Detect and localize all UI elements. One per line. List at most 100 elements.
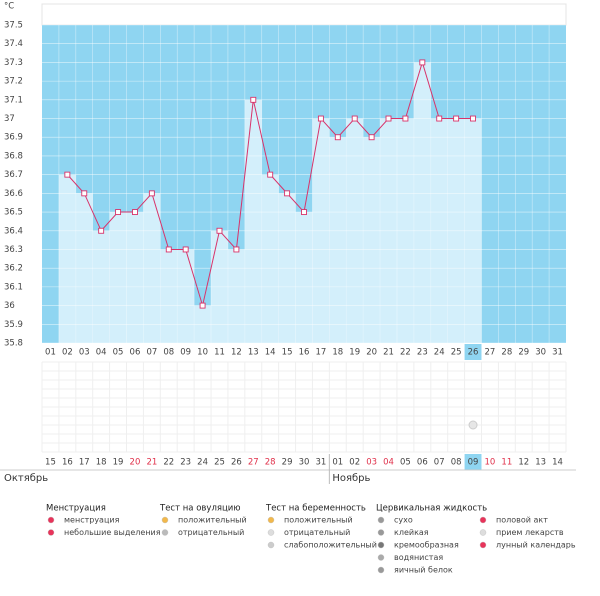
y-tick-label: 35.9 [4,320,23,330]
point [64,171,71,178]
point [267,171,274,178]
legend-item: половой акт [496,516,548,525]
legend-icon [267,516,275,524]
cycle-day: 04 [96,348,107,358]
legend-icon [479,516,487,524]
date: 26 [231,458,242,468]
y-tick-label: 36.3 [4,245,23,255]
bar [329,137,347,343]
legend-title: Тест на беременность [265,504,366,514]
legend-icon [377,516,385,524]
cycle-day: 24 [434,348,445,358]
legend-item: водянистая [394,553,443,562]
date: 06 [417,458,428,468]
legend-icon [47,516,55,524]
point [402,115,409,122]
legend-item: лунный календарь [496,541,576,550]
point [453,115,460,122]
plot-top [41,3,567,26]
point [165,246,172,253]
month: Ноябрь [332,473,370,484]
point [317,115,324,122]
y-tick-label: 36.9 [4,133,23,143]
y-tick-label: 36.5 [4,208,23,218]
date: 04 [383,458,394,468]
date: 17 [79,458,90,468]
legend-item: отрицательный [284,528,350,537]
cycle-day: 30 [535,348,546,358]
cycle-day: 06 [130,348,141,358]
legend-title: Цервикальная жидкость [376,504,487,514]
y-tick-label: 36.7 [4,170,23,180]
cycle-day: 20 [366,348,377,358]
y-tick-label: 37.5 [4,21,23,31]
legend-icon [377,541,385,549]
bar [109,212,127,343]
cycle-day: 23 [417,348,428,358]
date: 14 [552,458,563,468]
y-tick-label: 37.4 [4,39,23,49]
y-tick-label: 37.3 [4,58,23,68]
date: 24 [197,458,208,468]
date: 02 [349,458,360,468]
legend-title: Менструация [46,504,106,514]
legend-item: слабоположительный [284,541,377,550]
legend-item: отрицательный [178,528,244,537]
y-tick-label: 37.2 [4,77,23,87]
bar [413,62,431,343]
cycle-day: 10 [197,348,208,358]
legend-icon [267,541,275,549]
point [233,246,240,253]
cycle-day: 19 [349,348,360,358]
date: 30 [299,458,310,468]
cycle-day: 21 [383,348,394,358]
legend-item: прием лекарств [496,528,564,537]
point [351,115,358,122]
date: 15 [45,458,56,468]
date: 28 [265,458,276,468]
date: 31 [315,458,326,468]
bar [261,174,279,343]
cycle-day: 01 [45,348,56,358]
bar [177,249,195,343]
bar [227,249,245,343]
date: 08 [451,458,462,468]
bar [363,137,381,343]
legend-icon [161,529,169,536]
date: 20 [130,458,141,468]
y-tick-label: 37.1 [4,95,23,105]
legend-icon [377,566,385,574]
selected-date [464,454,482,470]
selected-day [464,344,482,360]
date: 25 [214,458,225,468]
point [115,209,122,216]
point [368,134,375,141]
y-tick-label: 35.8 [4,339,23,349]
legend-item: небольшие выделения [64,528,161,537]
y-tick-label: 36.1 [4,282,23,292]
legend-item: положительный [178,516,247,525]
note-icon [468,420,478,430]
date: 12 [518,458,529,468]
date: 05 [400,458,411,468]
cycle-day: 25 [451,348,462,358]
legend-item: яичный белок [394,566,453,575]
date: 22 [163,458,174,468]
cycle-day: 08 [163,348,174,358]
date: 13 [535,458,546,468]
legend-item: менструация [64,516,120,525]
legend-item: клейкая [394,528,429,537]
bar [160,249,178,343]
y-tick-label: 36.6 [4,189,23,199]
date: 09 [468,458,479,468]
y-tick-label: 36.2 [4,264,23,274]
point [419,59,426,66]
bar [244,99,262,343]
date: 23 [180,458,191,468]
date: 03 [366,458,377,468]
y-unit: °C [4,2,14,12]
point [301,209,307,216]
cycle-day: 12 [231,348,242,358]
date: 27 [248,458,259,468]
